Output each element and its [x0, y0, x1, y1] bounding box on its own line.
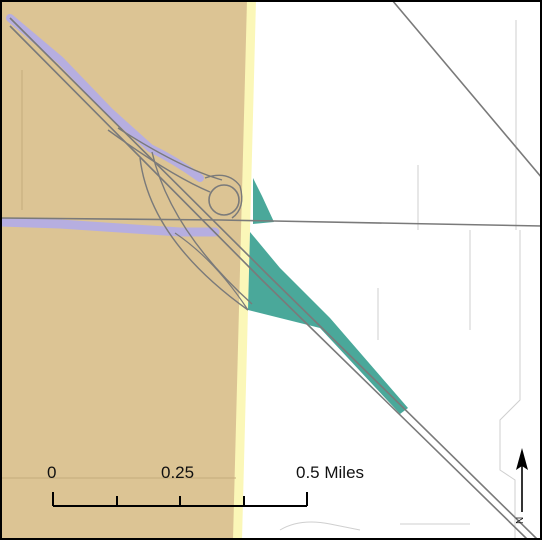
boundary-strip: [233, 0, 256, 540]
scale-bar: 0 0.25 0.5 Miles: [47, 463, 364, 507]
ramp-2: [117, 127, 223, 181]
highway-line-2: [9, 25, 529, 540]
minor-line-6: [279, 521, 361, 531]
north-arrow-head: [516, 448, 528, 470]
cross-road: [0, 217, 542, 227]
ramp-3: [139, 157, 249, 311]
north-arrow-icon: N: [515, 448, 528, 524]
cloverleaf-loop-inner: [208, 184, 240, 216]
lavender-shoulder-road: [0, 217, 220, 237]
highway-line-1: [9, 17, 539, 540]
teal-area-north: [253, 178, 274, 224]
tan-land-area: [0, 0, 250, 540]
scale-label-mid: 0.25: [161, 463, 194, 482]
minor-line-4: [499, 230, 521, 540]
scale-label-0: 0: [47, 463, 56, 482]
cloverleaf-loop-outer: [204, 174, 243, 219]
ramp-4: [151, 151, 253, 305]
scale-label-end: 0.5 Miles: [296, 463, 364, 482]
teal-area-south: [248, 232, 408, 414]
ramp-5: [174, 232, 249, 311]
diagonal-road: [391, 0, 542, 179]
ramp-1: [107, 129, 211, 193]
north-arrow-letter: N: [515, 517, 526, 524]
